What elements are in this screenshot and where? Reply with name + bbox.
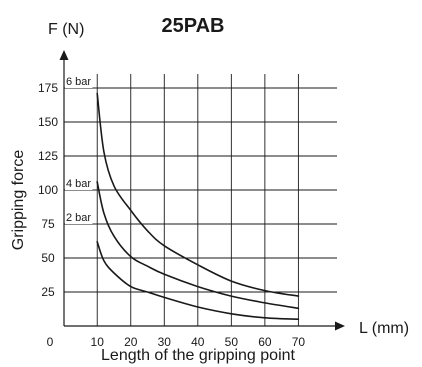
x-axis-label: Length of the gripping point <box>101 347 295 364</box>
series-label-background <box>65 212 93 224</box>
series-label-background <box>65 178 93 190</box>
chart-title: 25PAB <box>162 15 225 37</box>
origin-label: 0 <box>47 335 54 349</box>
y-axis-arrow <box>59 50 69 60</box>
x-tick-label: 10 <box>91 335 105 349</box>
y-tick-label: 150 <box>38 115 58 129</box>
y-tick-label: 175 <box>38 81 58 95</box>
series-line-6-bar <box>96 92 300 297</box>
series-label-6-bar: 6 bar <box>66 76 91 88</box>
series-label-2-bar: 2 bar <box>66 212 91 224</box>
x-axis-arrow <box>335 321 345 331</box>
tick-labels: 10 20 30 40 50 60 70 25 50 75 100 125 150 175 <box>38 81 305 349</box>
series-labels: 6 bar 4 bar 2 bar <box>65 76 93 224</box>
series-label-background <box>65 76 93 88</box>
y-axis-label: Gripping force <box>10 150 27 251</box>
series-lines <box>96 92 300 320</box>
series-label-4-bar: 4 bar <box>66 178 91 190</box>
x-tick-label: 30 <box>158 335 172 349</box>
y-tick-label: 50 <box>41 251 55 265</box>
y-tick-label: 75 <box>41 217 55 231</box>
x-tick-label: 60 <box>258 335 272 349</box>
x-tick-label: 40 <box>191 335 205 349</box>
y-tick-label: 100 <box>38 183 58 197</box>
x-tick-label: 20 <box>124 335 138 349</box>
series-line-2-bar <box>96 240 300 320</box>
y-axis-unit: F (N) <box>48 21 84 38</box>
axes <box>59 50 345 331</box>
x-axis-unit: L (mm) <box>359 320 409 337</box>
grid <box>64 74 337 326</box>
series-line-4-bar <box>96 181 300 310</box>
y-tick-label: 125 <box>38 149 58 163</box>
x-tick-label: 70 <box>292 335 306 349</box>
x-tick-label: 50 <box>225 335 239 349</box>
y-tick-label: 25 <box>41 285 55 299</box>
